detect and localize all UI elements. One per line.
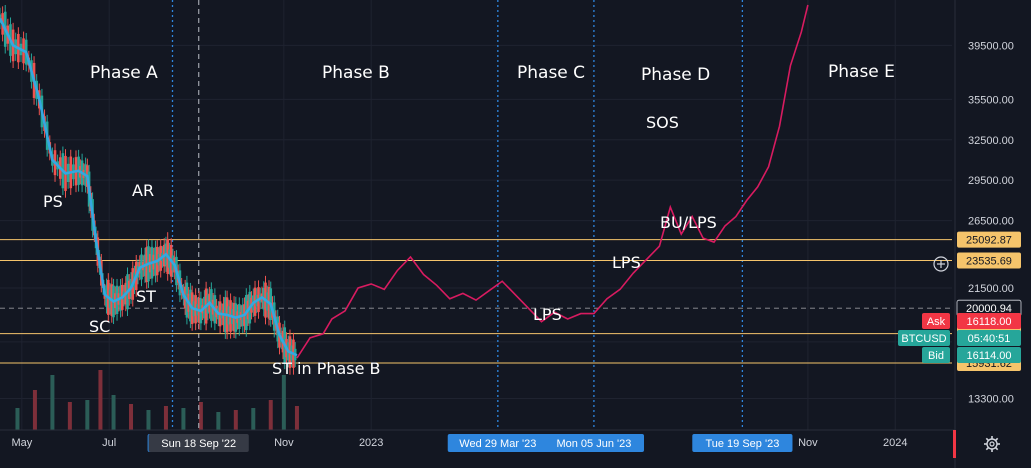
badge-timer-label: BTCUSD [901,333,946,345]
level-badge-1-bg [957,252,1021,269]
y-tick-label-1: 35500.00 [968,94,1014,106]
event-sc-label: SC [89,317,110,336]
x-highlight-badge-4 [692,434,793,452]
event-st-label: ST [136,287,156,306]
projection-line [296,4,809,359]
volume-bar-5 [98,370,103,430]
badge-bid-value: 16114.00 [966,350,1011,362]
volume-bar-16 [281,375,286,430]
volume-bar-8 [146,410,151,430]
x-tick-label-1: Jul [102,437,116,449]
volume-bar-1 [32,390,37,430]
event-lps-upper-label: LPS [612,253,641,272]
volume-histogram [15,370,299,430]
x-highlight-badge-3 [543,434,645,452]
x-axis: MayJulNov2023Nov2024Mon 15Sun 18 Sep '22… [0,429,955,468]
event-sos-label: SOS [646,113,679,132]
current-time-marker [953,430,956,458]
level-badge-0-text: 25092.87 [966,235,1012,247]
phase-a-label: Phase A [90,63,158,83]
x-highlight-badge-1 [148,434,249,452]
badge-bid-value-bg [957,347,1021,363]
volume-bar-15 [268,400,273,430]
x-highlight-label-4: Tue 19 Sep '23 [705,438,779,450]
settings-gear-icon[interactable] [984,436,1000,452]
volume-bar-12 [216,412,221,430]
volume-bar-13 [233,410,238,430]
level-badge-text-4: 20000.94 [966,303,1012,315]
x-highlight-label-2: Wed 29 Mar '23 [459,438,536,450]
phase-e-label: Phase E [828,62,895,82]
badge-ask-value: 16118.00 [966,316,1011,328]
axis-decor [933,256,1000,458]
event-ar-label: AR [132,181,154,200]
volume-bar-17 [294,406,299,430]
volume-bar-10 [181,408,186,430]
event-labels: PS AR SC ST ST in Phase B SOS BU/LPS LPS… [43,113,717,378]
y-tick-label-4: 26500.00 [968,216,1014,228]
volume-bar-4 [85,400,90,430]
price-badges: 25092.8723535.6918112.8915931.6220000.94… [898,231,1022,372]
level-badge-1-text: 23535.69 [966,256,1012,268]
x-tick-label-2: Nov [274,437,294,449]
level-badge-0-bg [957,231,1021,248]
y-tick-label-3: 29500.00 [968,175,1014,187]
volume-bar-7 [129,404,134,430]
moving-average-line [0,17,298,357]
event-lps-lower-label: LPS [533,305,562,324]
series [0,4,809,375]
x-highlight-label-3: Mon 05 Jun '23 [556,438,631,450]
volume-bar-6 [111,395,116,430]
volume-bar-2 [50,375,55,430]
volume-bar-11 [198,402,203,430]
x-tick-label-3: 2023 [359,437,383,449]
badge-timer-value: 05:40:51 [968,333,1011,345]
badge-ask-value-bg [957,313,1021,329]
event-st-phase-b-label: ST in Phase B [272,359,381,378]
y-tick-label-2: 32500.00 [968,135,1014,147]
badge-ask-label-bg [922,313,950,329]
x-highlight-label-1: Sun 18 Sep '22 [161,438,236,450]
x-tick-label-4: Nov [798,437,818,449]
phase-labels: Phase A Phase B Phase C Phase D Phase E [90,62,895,85]
x-highlight-badge-2 [447,434,548,452]
add-level-icon[interactable] [933,256,949,272]
volume-bar-14 [251,408,256,430]
phase-d-label: Phase D [641,65,710,85]
event-bu-lps-label: BU/LPS [660,213,717,232]
volume-bar-3 [67,402,72,430]
volume-bar-9 [163,406,168,430]
badge-timer-value-bg [957,330,1021,346]
y-tick-label-7: 13300.00 [968,393,1014,405]
volume-bar-0 [15,408,20,430]
x-tick-label-0: May [11,437,32,449]
y-tick-label-5: 21500.00 [968,283,1014,295]
vertical-markers [171,0,744,430]
badge-ask-label: Ask [927,316,946,328]
phase-b-label: Phase B [322,63,390,83]
badge-bid-label: Bid [928,350,944,362]
badge-timer-label-bg [898,330,950,346]
grid [0,0,952,430]
badge-bid-label-bg [922,347,950,363]
y-tick-label-0: 39500.00 [968,40,1014,52]
x-tick-label-5: 2024 [883,437,907,449]
phase-c-label: Phase C [517,63,585,83]
event-ps-label: PS [43,192,63,211]
